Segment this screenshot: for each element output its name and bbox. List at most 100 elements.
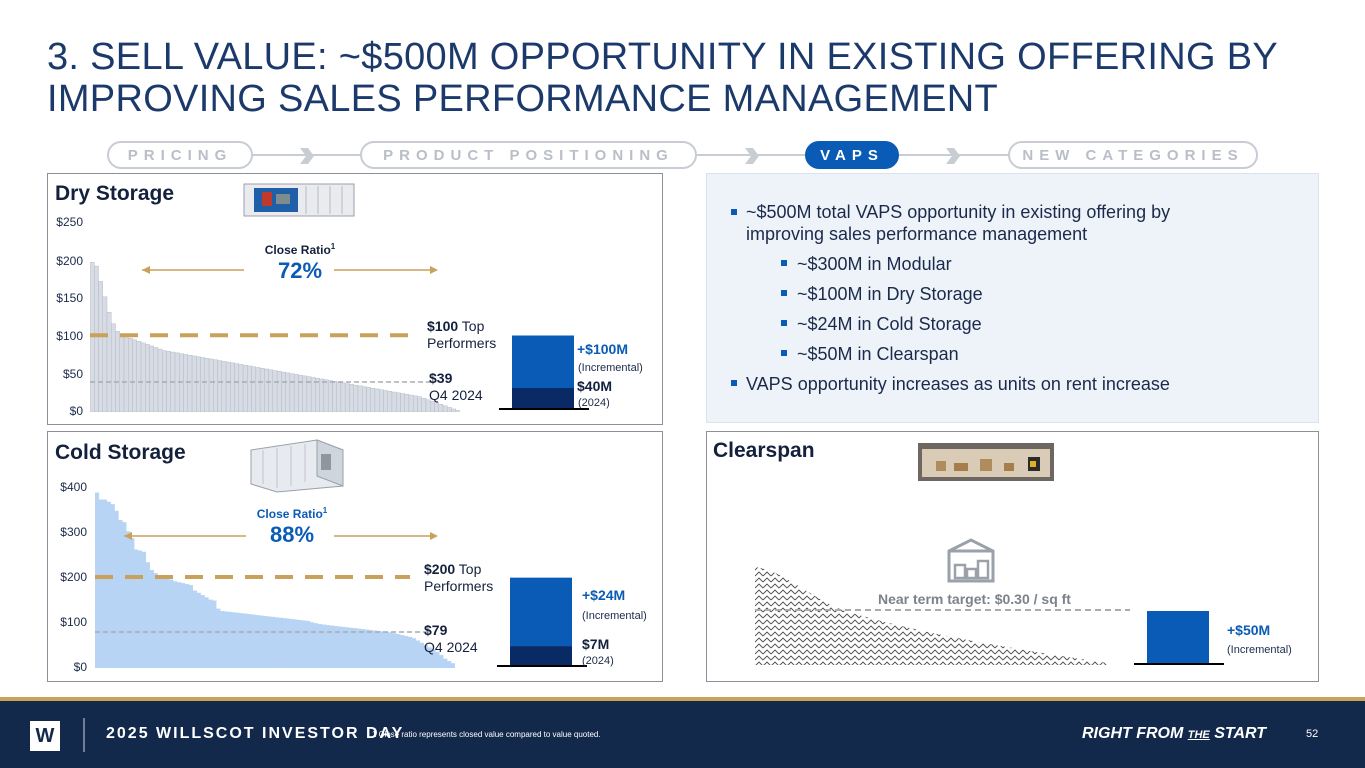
clearspan-chart	[755, 567, 1130, 665]
tagline-part: START	[1209, 725, 1267, 742]
chart-bar	[403, 635, 409, 668]
chart-bar	[264, 368, 269, 412]
page-title: 3. SELL VALUE: ~$500M OPPORTUNITY IN EXI…	[47, 36, 1327, 120]
chart-bar	[417, 396, 422, 412]
chevron-right-icon	[946, 148, 960, 164]
chart-bar	[242, 364, 248, 412]
chart-bar	[263, 615, 268, 668]
chart-bar	[272, 370, 278, 412]
chart-bar	[415, 640, 420, 668]
chart-bar	[173, 581, 178, 668]
chart-bar	[357, 385, 363, 412]
chart-bar	[128, 338, 133, 412]
chart-bar	[130, 538, 135, 668]
side-bar-segment	[512, 388, 574, 409]
bullet-sub-1: ~$300M in Modular	[797, 254, 952, 274]
chart-bar	[294, 619, 299, 668]
chart-bar	[337, 626, 342, 668]
side-bar-segment	[510, 646, 572, 666]
step-product-positioning-label: PRODUCT POSITIONING	[383, 146, 674, 164]
chart-bar	[145, 344, 150, 412]
chart-bar	[353, 628, 358, 668]
cold-inc-label: (Incremental)	[582, 610, 647, 622]
chart-bar	[106, 311, 112, 412]
chart-bar	[255, 367, 261, 412]
chart-bar	[141, 551, 147, 668]
dry-close-ratio-arrow	[142, 266, 438, 274]
vaps-summary-box	[706, 173, 1319, 423]
cold-ytick: $400	[60, 480, 87, 494]
chart-bar	[110, 504, 115, 668]
chart-bar	[270, 616, 276, 668]
chart-bar	[161, 577, 166, 668]
chart-bar	[191, 355, 197, 412]
chart-bar	[208, 599, 213, 668]
chart-bar	[407, 636, 413, 668]
chart-bar	[98, 499, 104, 668]
chart-bar	[356, 628, 362, 668]
step-pricing[interactable]: PRICING	[107, 141, 253, 169]
chart-bar	[313, 623, 319, 668]
chart-bar	[123, 336, 129, 412]
chart-bar	[247, 614, 252, 668]
chart-bar	[341, 626, 346, 668]
chart-bar	[217, 360, 223, 412]
chart-bar	[278, 617, 284, 668]
step-new-categories[interactable]: NEW CATEGORIES	[1008, 141, 1258, 169]
chart-bar	[439, 655, 444, 668]
step-product-positioning[interactable]: PRODUCT POSITIONING	[360, 141, 697, 169]
chart-bar	[137, 550, 143, 668]
chart-bar	[442, 405, 448, 412]
chart-bar	[247, 365, 252, 412]
chart-bar	[225, 361, 231, 412]
chart-bar	[360, 629, 366, 668]
chart-bar	[323, 379, 329, 412]
chart-bar	[276, 371, 282, 412]
chart-bar	[255, 615, 260, 668]
chart-bar	[443, 658, 448, 668]
chart-bar	[114, 510, 119, 668]
clearspan-structure-image	[918, 443, 1054, 481]
chart-bar	[200, 357, 206, 412]
chart-bar	[136, 341, 142, 412]
chart-bar	[364, 629, 370, 668]
side-bar-segment	[1147, 611, 1209, 664]
chart-bar	[239, 613, 244, 668]
step-vaps-label: VAPS	[820, 146, 884, 164]
dry-ytick: $0	[69, 404, 83, 418]
chart-bar	[187, 354, 193, 412]
cold-ytick: $200	[60, 570, 87, 584]
dry-base-value: $40M	[577, 378, 613, 394]
chart-bar	[298, 374, 303, 412]
chart-bar	[388, 632, 393, 668]
cold-ytick: $0	[73, 660, 87, 674]
step-connector	[250, 154, 360, 156]
dry-top-performers-label: $100 Top Performers	[427, 318, 496, 352]
step-pricing-label: PRICING	[127, 146, 233, 164]
chart-bar	[396, 634, 401, 668]
footer: W 2025 WILLSCOT INVESTOR DAY 1 Close rat…	[0, 701, 1365, 768]
dry-close-ratio-value: 72%	[277, 258, 323, 283]
dry-base-label: (2024)	[578, 397, 610, 409]
chart-bar	[102, 499, 107, 668]
chart-bar	[340, 382, 346, 412]
footer-gold-rule	[0, 697, 1365, 701]
step-vaps[interactable]: VAPS	[805, 141, 899, 169]
dry-close-ratio-sup: 1	[330, 242, 336, 251]
chart-bar	[119, 334, 125, 412]
dry-top-value: $100	[427, 318, 459, 334]
chart-bar	[183, 354, 189, 412]
dry-avg-label: $39 Q4 2024	[429, 370, 483, 404]
cold-top-performers-label: $200 Top Performers	[424, 561, 493, 595]
dry-ytick: $150	[56, 291, 83, 305]
chart-bar	[413, 395, 418, 412]
chart-bar	[188, 584, 194, 668]
chart-bar	[180, 583, 186, 668]
clearspan-inc-value: +$50M	[1227, 622, 1271, 638]
cold-avg-value: $79	[424, 622, 448, 638]
chart-bar	[282, 618, 287, 668]
chart-bar	[145, 562, 150, 668]
chart-bar	[234, 363, 240, 412]
dry-inc-value: +$100M	[577, 341, 628, 357]
dry-ytick: $100	[56, 329, 83, 343]
